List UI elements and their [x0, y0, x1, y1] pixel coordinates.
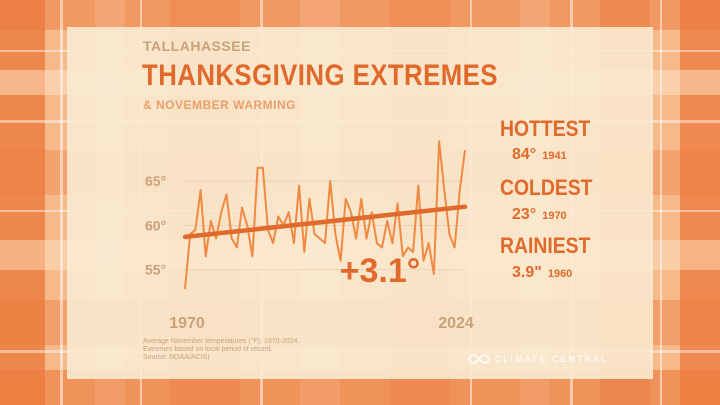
plaid-stripe: [60, 0, 63, 405]
page-subtitle: & NOVEMBER WARMING: [143, 98, 296, 112]
footnote-1: Average November temperatures (°F), 1970…: [143, 338, 300, 345]
stat-rainiest-year: 1960: [547, 268, 573, 280]
stat-hottest-label: HOTTEST: [500, 116, 591, 141]
plaid-stripe: [660, 0, 662, 405]
stat-coldest-value: 23° 1970: [512, 206, 567, 224]
y-tick-label: 60°: [145, 217, 166, 233]
trend-line: [182, 204, 468, 240]
stat-coldest-year: 1970: [542, 210, 567, 222]
trend-label: +3.1°: [340, 252, 421, 290]
brand-logo: CLIMATE CENTRAL: [468, 353, 608, 365]
x-tick-label-start: 1970: [169, 315, 205, 332]
footnote-2: Extremes based on local period of record…: [143, 346, 273, 353]
x-tick-label-end: 2024: [438, 315, 474, 332]
stat-coldest-label: COLDEST: [500, 175, 593, 200]
stat-coldest-temp: 23°: [512, 206, 537, 223]
infinity-logo-icon: [468, 354, 490, 364]
stat-hottest-year: 1941: [542, 150, 567, 162]
stat-rainiest-amount: 3.9": [512, 264, 542, 281]
temperature-line-chart: 55° 60° 65° +3.1° 1970 2024: [145, 140, 474, 332]
y-tick-label: 55°: [145, 262, 166, 278]
temperature-series-line: [184, 140, 466, 290]
stat-hottest-temp: 84°: [512, 146, 537, 163]
location-label: TALLAHASSEE: [143, 38, 251, 54]
y-tick-label: 65°: [145, 173, 166, 189]
footnote-3: Source: NOAA/ACIS): [143, 354, 210, 361]
plaid-hband: [0, 0, 720, 30]
brand-name: CLIMATE CENTRAL: [495, 354, 608, 364]
stat-rainiest-value: 3.9" 1960: [512, 264, 572, 282]
plaid-vband: [680, 0, 720, 405]
page-title: THANKSGIVING EXTREMES: [142, 59, 498, 92]
stat-rainiest-label: RAINIEST: [500, 233, 591, 258]
plaid-vband: [0, 0, 45, 405]
stat-hottest-value: 84° 1941: [512, 146, 567, 164]
